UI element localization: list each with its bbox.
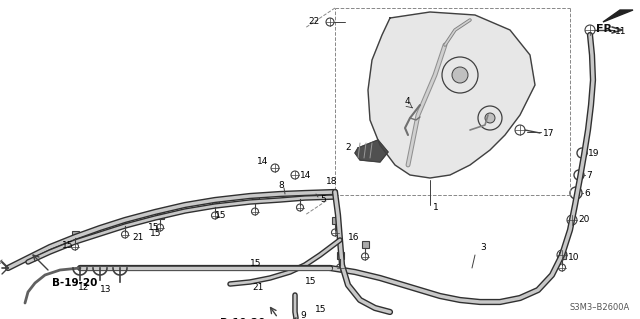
Text: 15: 15 [315,306,326,315]
Text: S3M3–B2600A: S3M3–B2600A [570,303,630,313]
Text: 1: 1 [433,203,439,211]
Bar [362,241,369,248]
Bar [72,231,79,238]
Bar [157,211,163,219]
Text: 8: 8 [278,181,284,189]
Text: 22: 22 [308,18,320,26]
Text: 2: 2 [345,144,351,152]
Text: FR.: FR. [596,24,616,34]
Bar [211,199,218,206]
Text: 15: 15 [150,229,161,239]
Text: 16: 16 [348,234,360,242]
Text: B-19-20: B-19-20 [52,278,97,288]
Text: 11: 11 [615,27,627,36]
Text: 14: 14 [257,158,268,167]
Text: 15: 15 [215,211,227,220]
Text: 20: 20 [578,216,589,225]
Text: 5: 5 [320,196,326,204]
Text: 6: 6 [584,189,589,197]
Text: 14: 14 [300,170,312,180]
Text: 15: 15 [250,259,262,269]
Text: 17: 17 [543,129,554,137]
Circle shape [485,113,495,123]
Text: 21: 21 [252,284,264,293]
Polygon shape [368,12,535,178]
Text: 21: 21 [132,234,143,242]
Bar [332,217,339,224]
Text: B-19-20: B-19-20 [220,318,266,319]
Text: 15: 15 [62,241,74,250]
Text: 7: 7 [586,170,592,180]
Bar [122,219,129,226]
Text: 10: 10 [568,254,579,263]
Text: 18: 18 [326,177,337,187]
Bar [296,191,303,198]
Text: 15: 15 [148,224,159,233]
Text: 13: 13 [100,286,111,294]
Bar [252,196,259,203]
Polygon shape [603,10,633,22]
Circle shape [452,67,468,83]
Bar [337,251,344,258]
Text: 19: 19 [588,149,600,158]
Text: 4: 4 [405,98,411,107]
Bar [559,251,566,258]
Text: 15: 15 [305,278,317,286]
Text: 3: 3 [480,243,486,253]
Text: 9: 9 [300,310,306,319]
Text: 12: 12 [78,284,90,293]
Polygon shape [355,140,388,162]
